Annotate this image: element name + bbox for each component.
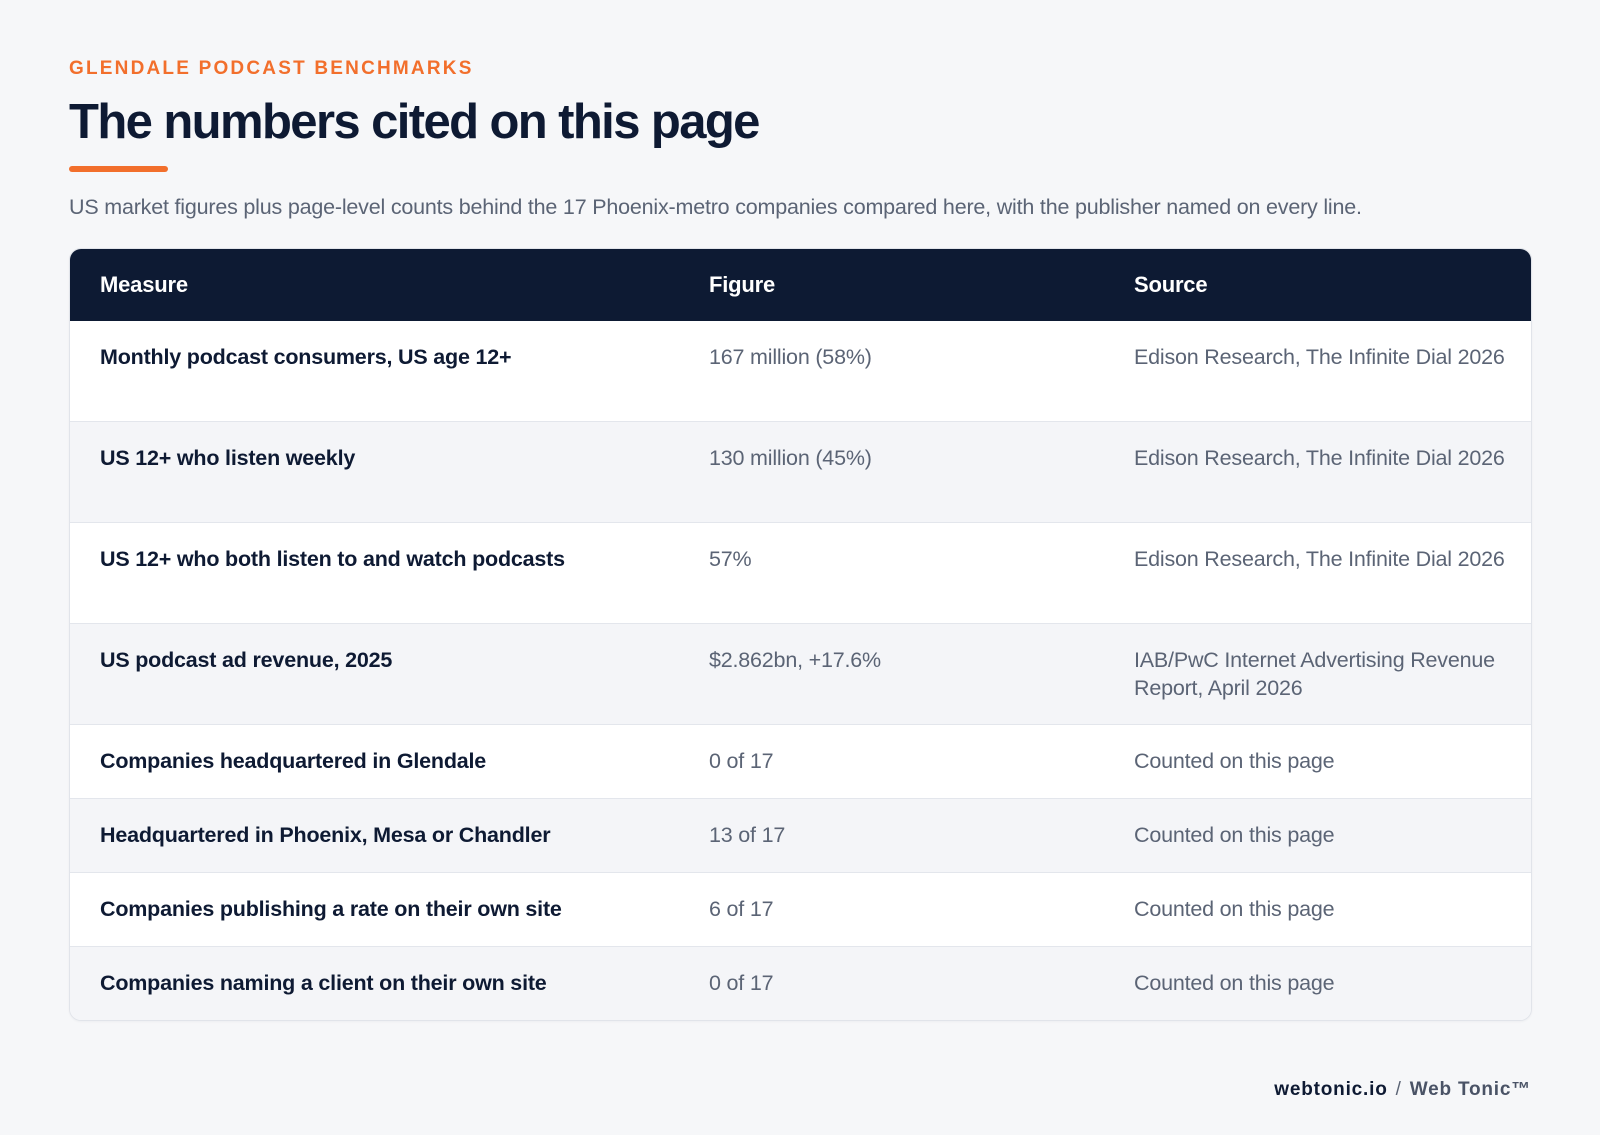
table-row: US podcast ad revenue, 2025 $2.862bn, +1…: [70, 623, 1531, 725]
table-row: US 12+ who listen weekly 130 million (45…: [70, 421, 1531, 523]
table-row: Headquartered in Phoenix, Mesa or Chandl…: [70, 798, 1531, 873]
source-cell: Edison Research, The Infinite Dial 2026: [1134, 345, 1505, 369]
accent-rule: [69, 166, 168, 172]
figure-cell: 57%: [709, 547, 752, 571]
column-header-measure: Measure: [100, 272, 188, 297]
page-subtitle: US market figures plus page-level counts…: [69, 195, 1362, 219]
measure-cell: Companies publishing a rate on their own…: [100, 897, 562, 921]
source-cell: Counted on this page: [1134, 749, 1335, 773]
figure-cell: 13 of 17: [709, 823, 786, 847]
benchmarks-table-card: Measure Figure Source Monthly podcast co…: [69, 248, 1532, 1021]
table-row: Companies publishing a rate on their own…: [70, 872, 1531, 947]
measure-cell: US 12+ who listen weekly: [100, 446, 356, 470]
table-row: Companies headquartered in Glendale 0 of…: [70, 724, 1531, 799]
page-title: The numbers cited on this page: [69, 95, 760, 149]
table-row: US 12+ who both listen to and watch podc…: [70, 522, 1531, 624]
figure-cell: 0 of 17: [709, 749, 774, 773]
source-cell: IAB/PwC Internet Advertising Revenue Rep…: [1134, 648, 1495, 700]
source-cell: Counted on this page: [1134, 823, 1335, 847]
table-row: Companies naming a client on their own s…: [70, 946, 1531, 1020]
figure-cell: 6 of 17: [709, 897, 774, 921]
measure-cell: Headquartered in Phoenix, Mesa or Chandl…: [100, 823, 551, 847]
measure-cell: Companies headquartered in Glendale: [100, 749, 487, 773]
measure-cell: US podcast ad revenue, 2025: [100, 648, 393, 672]
table-row: Monthly podcast consumers, US age 12+ 16…: [70, 321, 1531, 422]
figure-cell: 130 million (45%): [709, 446, 872, 470]
eyebrow-label: GLENDALE PODCAST BENCHMARKS: [69, 58, 474, 79]
figure-cell: 167 million (58%): [709, 345, 872, 369]
footer-domain-link[interactable]: webtonic.io: [1274, 1079, 1388, 1100]
measure-cell: Monthly podcast consumers, US age 12+: [100, 345, 512, 369]
measure-cell: Companies naming a client on their own s…: [100, 971, 547, 995]
measure-cell: US 12+ who both listen to and watch podc…: [100, 547, 565, 571]
column-header-figure: Figure: [709, 272, 776, 297]
figure-cell: 0 of 17: [709, 971, 774, 995]
source-cell: Edison Research, The Infinite Dial 2026: [1134, 446, 1505, 470]
source-cell: Counted on this page: [1134, 897, 1335, 921]
column-header-source: Source: [1134, 272, 1208, 297]
source-cell: Counted on this page: [1134, 971, 1335, 995]
table-header-row: Measure Figure Source: [70, 249, 1531, 321]
source-cell: Edison Research, The Infinite Dial 2026: [1134, 547, 1505, 571]
footer-separator: /: [1395, 1079, 1402, 1100]
footer-credit: webtonic.io / Web Tonic™: [1274, 1079, 1531, 1101]
figure-cell: $2.862bn, +17.6%: [709, 648, 881, 672]
footer-brand: Web Tonic™: [1409, 1079, 1531, 1100]
benchmarks-table: Measure Figure Source Monthly podcast co…: [70, 249, 1531, 1020]
